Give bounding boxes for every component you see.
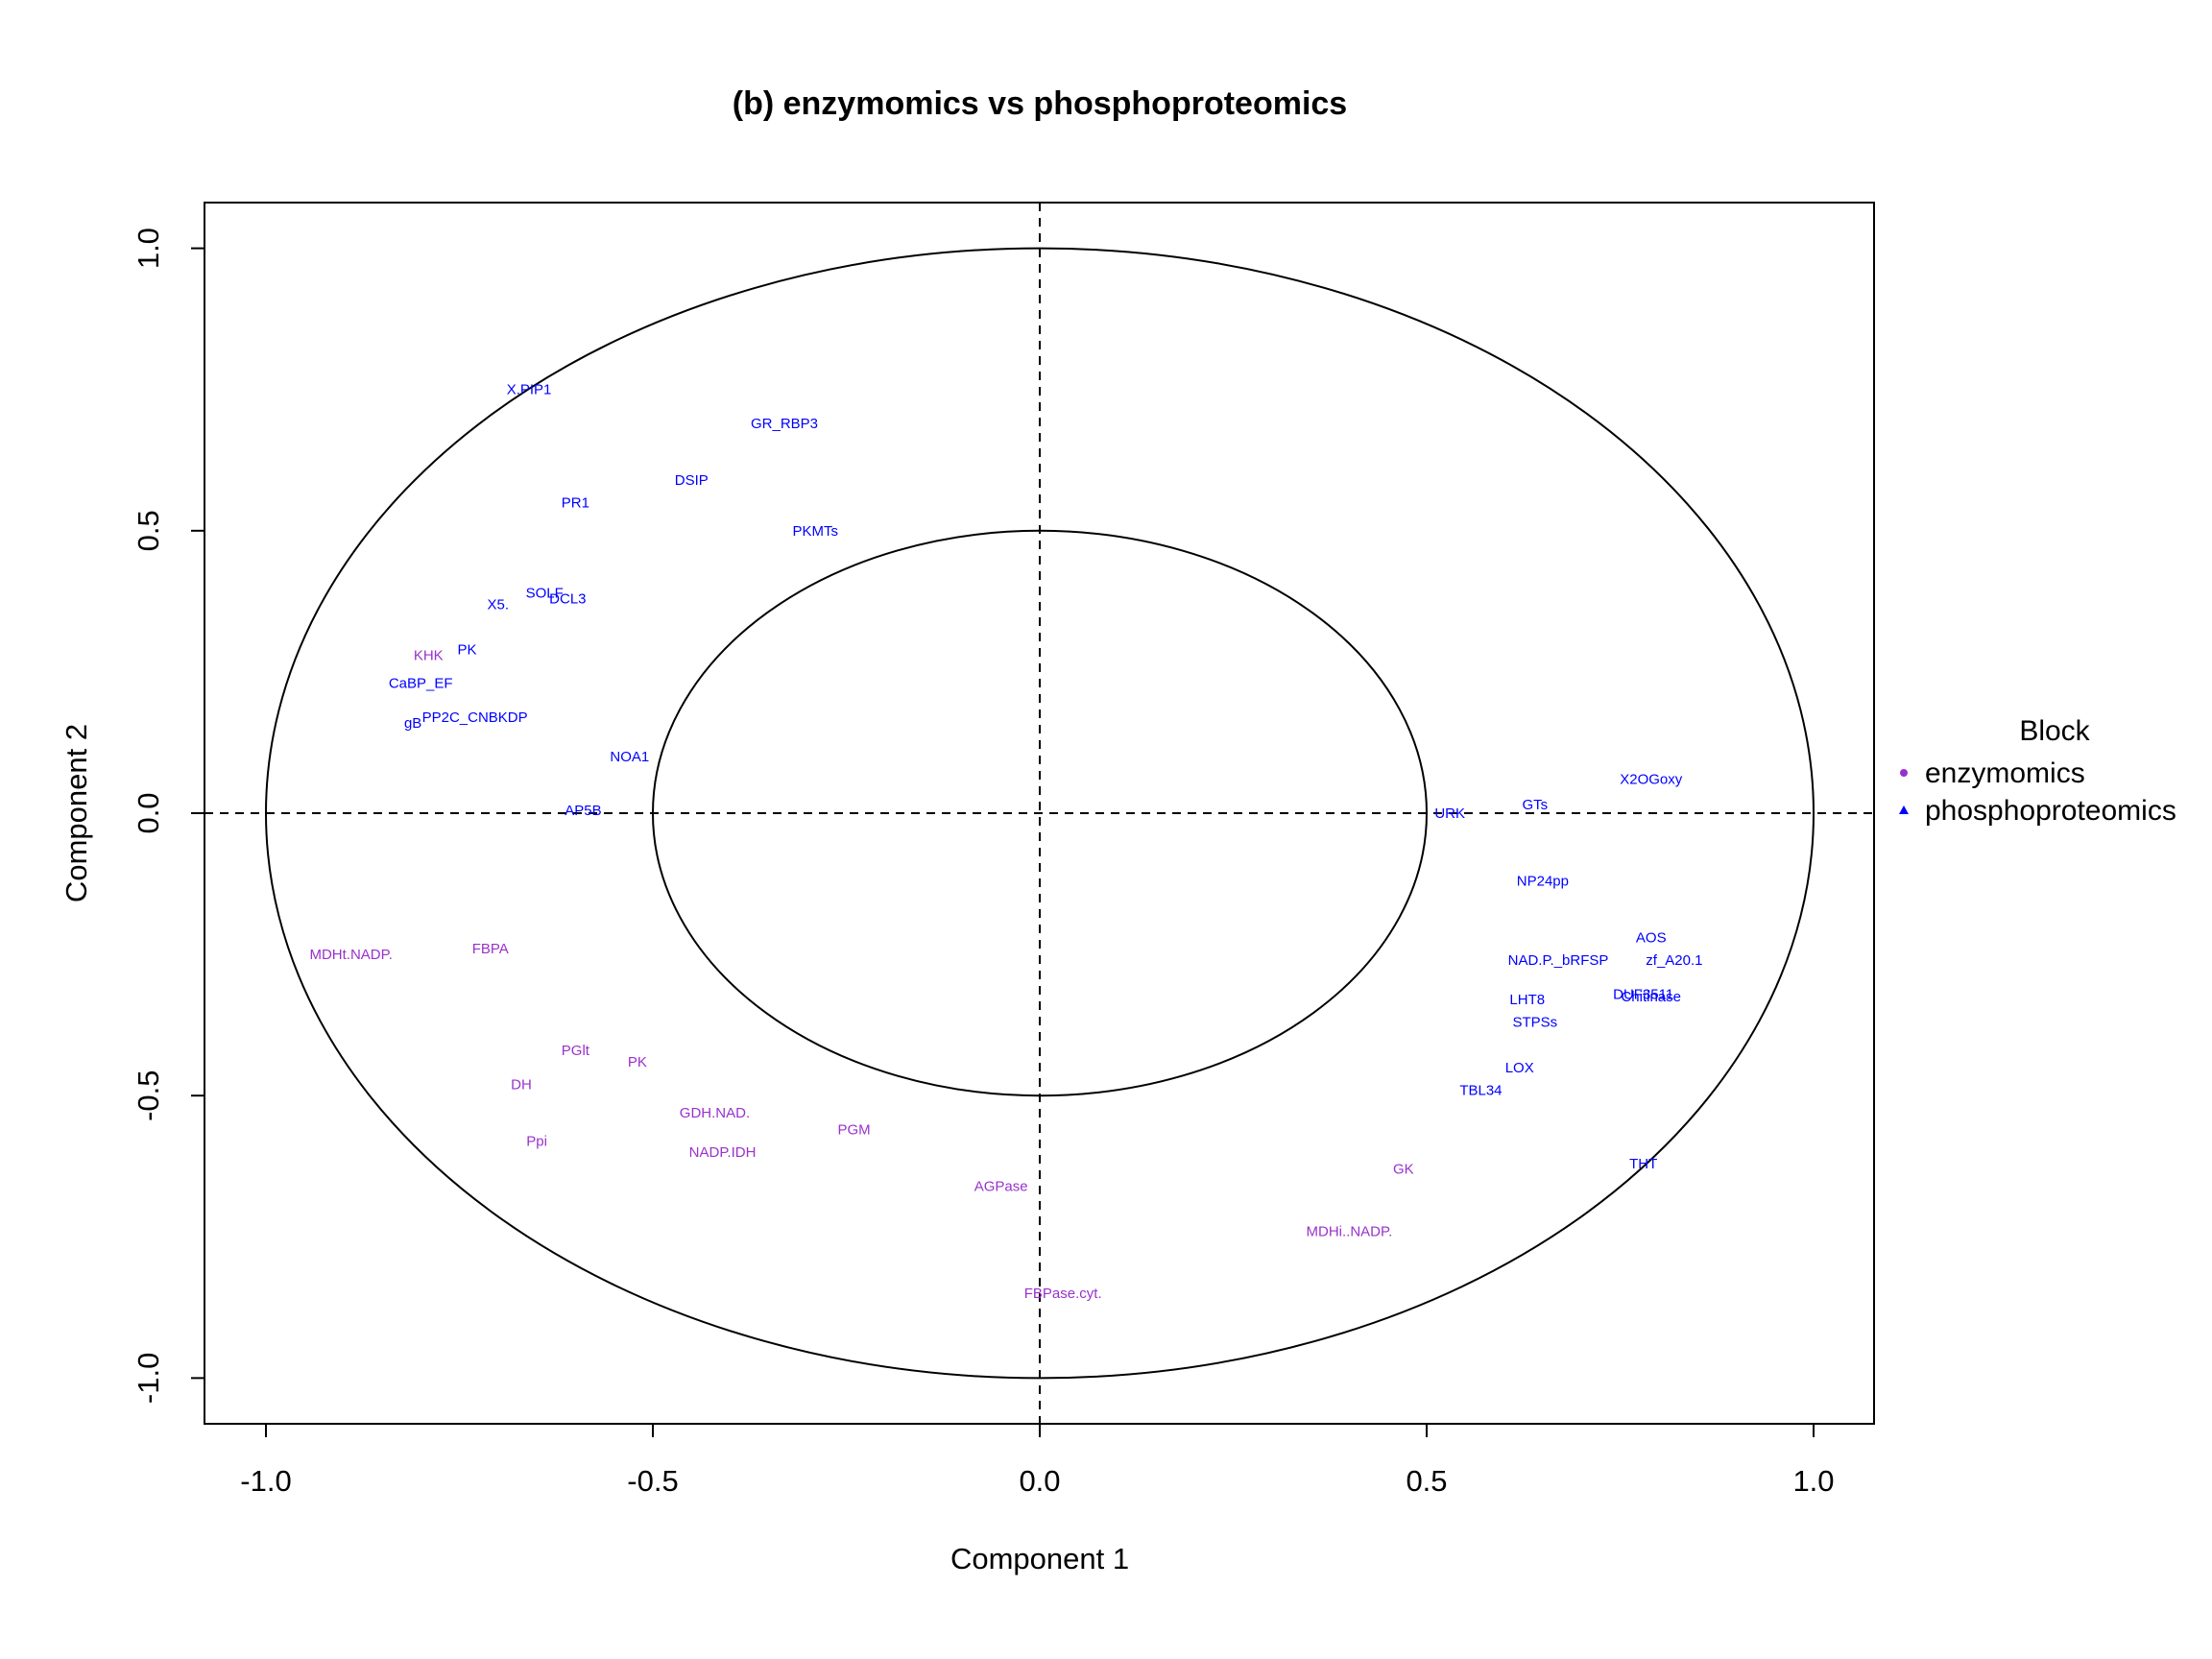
point-label-phosphoproteomics: AP5B	[565, 803, 601, 819]
legend: Block enzymomics phosphoproteomics	[1899, 715, 2176, 827]
point-label-phosphoproteomics: AOS	[1636, 929, 1667, 946]
point-label-phosphoproteomics: PP2C_CNBKDP	[422, 709, 528, 726]
y-tick-label: 0.5	[132, 510, 165, 551]
x-tick-label: -0.5	[627, 1464, 678, 1498]
point-label-phosphoproteomics: X.PIP1	[507, 382, 552, 398]
point-label-phosphoproteomics: GR_RBP3	[751, 416, 818, 432]
point-label-enzymomics: MDHi..NADP.	[1307, 1223, 1393, 1239]
x-tick-label: 0.0	[1019, 1464, 1060, 1498]
point-label-enzymomics: FBPase.cyt.	[1024, 1286, 1102, 1302]
point-label-phosphoproteomics: URK	[1434, 805, 1465, 822]
legend-marker-enzymomics	[1900, 769, 1908, 777]
point-label-enzymomics: PGlt	[562, 1043, 590, 1059]
point-label-phosphoproteomics: X2OGoxy	[1620, 772, 1683, 788]
point-label-enzymomics: PK	[628, 1054, 647, 1070]
point-label-enzymomics: GK	[1393, 1162, 1414, 1178]
point-label-phosphoproteomics: PKMTs	[793, 523, 839, 540]
y-tick-label: 1.0	[132, 228, 165, 269]
point-label-phosphoproteomics: CaBP_EF	[389, 676, 453, 692]
legend-items: enzymomics phosphoproteomics	[1899, 757, 2176, 827]
point-label-enzymomics: MDHt.NADP.	[309, 947, 392, 963]
legend-label-enzymomics: enzymomics	[1925, 757, 2085, 789]
point-label-phosphoproteomics: gB	[404, 715, 421, 732]
point-label-enzymomics: AGPase	[974, 1178, 1028, 1194]
point-label-enzymomics: NADP.IDH	[689, 1144, 757, 1161]
x-axis: -1.0 -0.5 0.0 0.5 1.0	[240, 1423, 1835, 1498]
x-axis-title: Component 1	[950, 1542, 1129, 1575]
point-label-phosphoproteomics: DSIP	[675, 472, 709, 489]
x-tick-label: 1.0	[1792, 1464, 1834, 1498]
point-label-enzymomics: GDH.NAD.	[680, 1105, 750, 1121]
point-label-phosphoproteomics: PK	[458, 641, 477, 658]
legend-label-phosphoproteomics: phosphoproteomics	[1925, 795, 2176, 827]
point-label-phosphoproteomics: LHT8	[1509, 992, 1545, 1008]
y-tick-label: -1.0	[132, 1353, 165, 1404]
point-label-phosphoproteomics: zf_A20.1	[1646, 952, 1702, 969]
legend-marker-phosphoproteomics	[1899, 805, 1909, 814]
point-label-enzymomics: KHK	[414, 647, 444, 663]
point-label-phosphoproteomics: NOA1	[610, 749, 649, 765]
y-axis: -1.0 -0.5 0.0 0.5 1.0	[132, 228, 205, 1404]
point-labels: KHK MDHt.NADP. FBPA PGlt PK DH Ppi GDH.NAD. NADP…	[309, 382, 1702, 1302]
point-label-phosphoproteomics: STPSs	[1512, 1015, 1557, 1031]
point-label-enzymomics: FBPA	[472, 941, 509, 957]
point-label-enzymomics: DH	[511, 1076, 532, 1093]
point-label-phosphoproteomics: NAD.P._bRFSP	[1508, 952, 1609, 969]
point-label-phosphoproteomics: NP24pp	[1517, 874, 1569, 890]
point-label-phosphoproteomics: PR1	[562, 494, 589, 511]
point-label-phosphoproteomics: DUF3511	[1613, 986, 1673, 1002]
reference-lines	[204, 203, 1874, 1424]
point-label-enzymomics: PGM	[837, 1121, 870, 1138]
y-axis-title: Component 2	[60, 724, 93, 902]
y-tick-label: 0.0	[132, 792, 165, 833]
point-label-phosphoproteomics: THT	[1629, 1156, 1657, 1172]
point-label-phosphoproteomics: X5.	[488, 596, 510, 613]
point-label-phosphoproteomics: SOLF	[526, 586, 564, 602]
x-tick-label: -1.0	[240, 1464, 291, 1498]
point-label-phosphoproteomics: GTs	[1523, 797, 1549, 813]
point-label-phosphoproteomics: DCL3	[549, 590, 586, 607]
chart-title: (b) enzymomics vs phosphoproteomics	[733, 85, 1347, 122]
point-label-phosphoproteomics: Chitinase	[1621, 989, 1681, 1005]
point-label-phosphoproteomics: TBL34	[1459, 1082, 1502, 1098]
point-label-phosphoproteomics: LOX	[1505, 1060, 1534, 1076]
y-tick-label: -0.5	[132, 1070, 165, 1120]
legend-title: Block	[2019, 715, 2090, 747]
x-tick-label: 0.5	[1406, 1464, 1447, 1498]
point-label-enzymomics: Ppi	[526, 1133, 547, 1149]
